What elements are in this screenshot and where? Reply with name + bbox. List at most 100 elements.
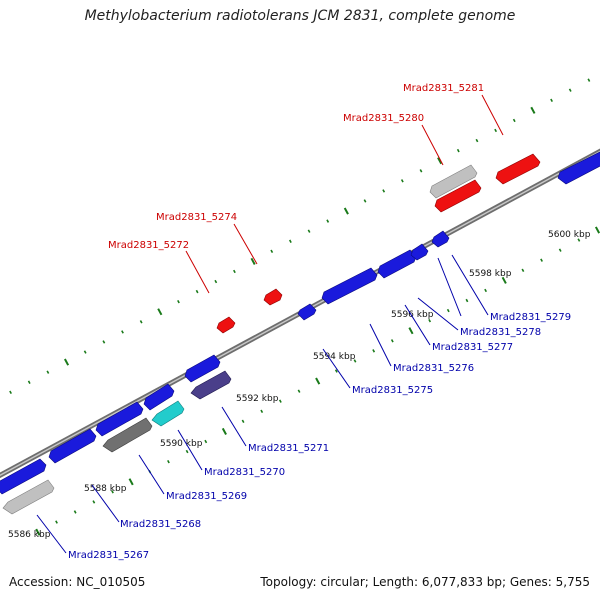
gene-feature[interactable]	[434, 179, 482, 213]
minor-tick	[288, 239, 292, 243]
minor-tick	[270, 249, 274, 254]
major-tick	[594, 226, 600, 234]
tick-label: 5590 kbp	[160, 439, 203, 449]
gene-label[interactable]: Mrad2831_5274	[156, 212, 237, 223]
minor-tick	[484, 288, 488, 293]
minor-tick	[139, 320, 143, 324]
minor-tick	[363, 199, 367, 203]
gene-feature[interactable]	[216, 316, 236, 334]
major-tick	[315, 377, 321, 385]
minor-tick	[475, 138, 479, 143]
minor-tick	[55, 520, 58, 524]
tick-tracks	[9, 78, 600, 536]
minor-tick	[185, 449, 189, 454]
minor-tick	[204, 439, 208, 444]
label-leaders	[36, 94, 504, 554]
gene-label[interactable]: Mrad2831_5278	[460, 327, 541, 338]
gene-label[interactable]: Mrad2831_5276	[393, 363, 474, 374]
minor-tick	[428, 318, 432, 323]
minor-tick	[334, 369, 338, 373]
major-tick	[221, 427, 227, 435]
minor-tick	[9, 390, 12, 395]
minor-tick	[558, 248, 562, 252]
minor-tick	[512, 118, 516, 123]
minor-tick	[540, 258, 543, 262]
gene-feature[interactable]	[557, 151, 600, 185]
tick-labels: 5586 kbp 5588 kbp 5590 kbp 5592 kbp 5594…	[8, 230, 591, 540]
minor-tick	[390, 339, 394, 343]
minor-tick	[177, 299, 180, 304]
gene-label[interactable]: Mrad2831_5277	[432, 342, 513, 353]
minor-tick	[260, 409, 264, 413]
gene-label[interactable]: Mrad2831_5272	[108, 240, 189, 251]
tick-label: 5588 kbp	[84, 484, 127, 494]
map-title: Methylobacterium radiotolerans JCM 2831,…	[84, 8, 516, 24]
gene-feature[interactable]	[263, 288, 283, 306]
gene-features	[0, 151, 600, 515]
minor-tick	[46, 370, 50, 374]
gene-feature[interactable]	[95, 401, 144, 437]
gene-labels: Mrad2831_5272 Mrad2831_5274 Mrad2831_528…	[68, 83, 571, 561]
gene-label[interactable]: Mrad2831_5269	[166, 491, 247, 502]
minor-tick	[353, 359, 357, 363]
major-tick	[501, 276, 507, 284]
minor-tick	[550, 98, 553, 102]
minor-tick	[233, 269, 236, 274]
tick-label: 5594 kbp	[313, 352, 356, 362]
minor-tick	[167, 459, 170, 464]
gene-feature[interactable]	[410, 243, 429, 261]
gene-feature[interactable]	[2, 479, 55, 515]
minor-tick	[456, 148, 460, 153]
gene-label[interactable]: Mrad2831_5280	[343, 113, 424, 124]
gene-feature[interactable]	[495, 153, 541, 185]
major-tick	[35, 528, 41, 536]
gene-label[interactable]: Mrad2831_5281	[403, 83, 484, 94]
gene-feature[interactable]	[143, 383, 175, 411]
gene-feature[interactable]	[151, 400, 185, 427]
minor-tick	[83, 350, 87, 354]
minor-tick	[241, 419, 245, 424]
minor-tick	[297, 389, 301, 393]
minor-tick	[111, 490, 114, 494]
gene-label[interactable]: Mrad2831_5268	[120, 519, 201, 530]
gene-feature[interactable]	[431, 230, 450, 248]
major-tick	[128, 478, 134, 486]
major-tick	[343, 207, 349, 215]
minor-tick	[521, 268, 525, 273]
gene-label[interactable]: Mrad2831_5279	[490, 312, 571, 323]
gene-feature[interactable]	[429, 164, 478, 199]
minor-tick	[326, 219, 330, 223]
minor-tick	[577, 238, 581, 242]
minor-tick	[587, 78, 591, 82]
minor-tick	[278, 399, 282, 403]
major-tick	[408, 327, 414, 335]
accession-text: Accession: NC_010505	[9, 575, 146, 589]
gene-feature[interactable]	[297, 303, 317, 321]
gene-feature[interactable]	[184, 354, 221, 383]
gene-feature[interactable]	[377, 249, 417, 279]
gene-label[interactable]: Mrad2831_5275	[352, 385, 433, 396]
gene-label[interactable]: Mrad2831_5267	[68, 550, 149, 561]
minor-tick	[419, 169, 423, 173]
minor-tick	[27, 380, 31, 384]
gene-feature[interactable]	[102, 417, 153, 453]
major-tick	[530, 106, 536, 114]
gene-feature[interactable]	[48, 428, 97, 464]
minor-tick	[102, 340, 106, 344]
minor-tick	[214, 279, 218, 284]
tick-label: 5592 kbp	[236, 394, 279, 404]
minor-tick	[494, 128, 498, 133]
minor-tick	[195, 289, 199, 294]
minor-tick	[400, 179, 404, 183]
gene-label[interactable]: Mrad2831_5270	[204, 467, 285, 478]
gene-feature[interactable]	[0, 458, 47, 495]
minor-tick	[73, 510, 77, 514]
minor-tick	[446, 308, 450, 313]
major-tick	[437, 157, 443, 165]
gene-label[interactable]: Mrad2831_5271	[248, 443, 329, 454]
major-tick	[157, 308, 163, 316]
gene-feature[interactable]	[190, 370, 232, 400]
tick-label: 5586 kbp	[8, 530, 51, 540]
gene-feature[interactable]	[321, 267, 378, 305]
